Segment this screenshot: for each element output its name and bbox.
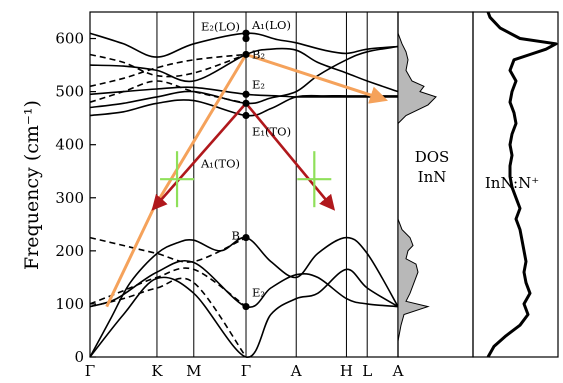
gamma-point: [242, 29, 250, 37]
solid-band: [89, 268, 399, 358]
green-crosses: [160, 151, 332, 208]
gamma-labels: E₂(LO) A₁(LO) B₂ E₂ A₁(TO) E₁(TO) B E₂: [200, 18, 291, 299]
gamma-mode-label: B₂: [252, 47, 265, 61]
red-arrow: [151, 102, 247, 211]
x-tick-label: H: [340, 362, 353, 380]
y-tick-label: 0: [74, 348, 84, 366]
dashed-bands: [89, 53, 247, 358]
gamma-point: [242, 233, 250, 242]
gamma-point: [242, 99, 250, 107]
gamma-mode-label: B: [232, 229, 240, 243]
solid-band: [89, 32, 399, 58]
y-axis-label: Frequency (cm⁻¹): [21, 100, 43, 270]
gamma-point: [242, 302, 250, 311]
gamma-mode-label: E₁(TO): [252, 125, 291, 139]
inn-n-plus-profile: [486, 11, 558, 358]
x-tick-label: Γ: [85, 362, 95, 380]
gamma-point: [242, 90, 250, 98]
solid-band: [89, 94, 398, 117]
solid-band: [89, 47, 399, 93]
solid-band: [89, 45, 399, 109]
dos-inn-profile: [397, 12, 437, 357]
dashed-band: [89, 277, 247, 358]
gamma-mode-label: E₂: [252, 286, 265, 300]
gamma-mode-label: E₂(LO): [201, 20, 240, 34]
gamma-mode-label: A₁(LO): [251, 18, 291, 32]
orange-path: [105, 53, 389, 308]
dos-label-line1: DOS: [415, 148, 450, 166]
red-arrow: [245, 102, 336, 211]
y-tick-label: 500: [55, 83, 84, 101]
solid-band: [89, 86, 398, 98]
inn-n-plus-curve: [486, 11, 558, 358]
y-tick-label: 200: [55, 242, 84, 260]
gamma-mode-label: A₁(TO): [200, 156, 240, 170]
gamma-point: [242, 50, 250, 59]
y-tick-label: 300: [55, 189, 84, 207]
solid-band: [89, 259, 399, 309]
orange-arrow-path: [105, 53, 389, 308]
y-tick-label: 600: [55, 30, 84, 48]
y-ticks: 0 100 200 300 400 500 600: [55, 30, 96, 366]
x-tick-label: A: [392, 362, 404, 380]
y-tick-label: 400: [55, 136, 84, 154]
dashed-band: [89, 53, 247, 78]
gamma-point: [242, 111, 250, 120]
solid-bands: [89, 32, 399, 358]
dos-inn-curve: [397, 12, 437, 357]
dashed-band: [89, 53, 247, 88]
y-tick-label: 100: [55, 295, 84, 313]
gamma-points: [242, 29, 250, 311]
gamma-mode-label: E₂: [252, 77, 265, 91]
x-tick-label: L: [362, 362, 372, 380]
inn-n-panel-frame: [472, 11, 559, 358]
solid-band: [89, 236, 399, 358]
x-tick-label: A: [290, 362, 302, 380]
x-tick-label: Γ: [241, 362, 251, 380]
x-tick-label: K: [151, 362, 163, 380]
dos-label-line2: InN: [418, 168, 447, 186]
inn-n-plus-label: InN:N⁺: [485, 174, 539, 192]
x-tick-label: M: [186, 362, 201, 380]
gamma-point: [242, 34, 250, 43]
red-arrows: [151, 102, 336, 211]
dashed-band: [89, 236, 247, 263]
